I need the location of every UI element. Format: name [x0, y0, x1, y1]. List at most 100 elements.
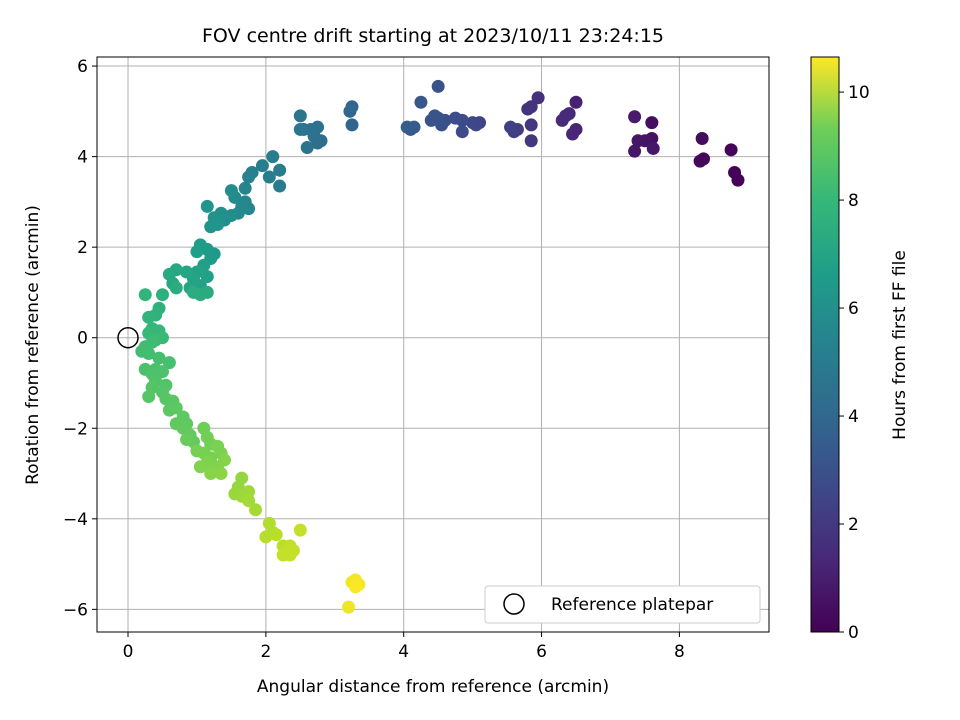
- x-tick-label: 4: [398, 642, 409, 662]
- data-point: [342, 600, 356, 614]
- colorbar-label: Hours from first FF file: [890, 250, 910, 440]
- colorbar-gradient: [810, 56, 840, 633]
- data-point: [242, 485, 256, 499]
- data-point: [293, 523, 307, 537]
- data-point: [283, 548, 297, 562]
- data-point: [728, 165, 742, 179]
- colorbar-tick-label: 6: [848, 299, 859, 319]
- data-point: [631, 134, 645, 148]
- data-point: [504, 120, 518, 134]
- data-point: [273, 179, 287, 193]
- data-point: [249, 503, 263, 517]
- data-point: [259, 530, 273, 544]
- data-point: [152, 351, 166, 365]
- colorbar-tick-label: 2: [848, 515, 859, 535]
- colorbar-ticks: 0 2 4 6 8 10: [839, 83, 870, 643]
- data-point: [695, 131, 709, 145]
- data-point: [242, 494, 256, 508]
- data-point: [238, 181, 252, 195]
- reference-marker: [117, 326, 139, 349]
- y-tick-label: 2: [77, 238, 88, 258]
- data-point: [162, 267, 176, 281]
- y-tick-label: 0: [77, 329, 88, 349]
- data-point: [524, 118, 538, 132]
- data-point: [186, 285, 200, 299]
- data-point: [431, 79, 445, 93]
- legend-reference-marker: [503, 593, 525, 615]
- data-point: [343, 104, 357, 118]
- legend-box: [484, 585, 761, 624]
- data-point: [566, 127, 580, 141]
- x-tick-label: 2: [260, 642, 271, 662]
- data-point: [646, 141, 660, 155]
- data-point: [414, 95, 428, 109]
- data-point: [242, 170, 256, 184]
- data-point: [142, 347, 156, 361]
- y-tick-label: 6: [77, 57, 88, 77]
- data-point: [348, 580, 362, 594]
- grid-lines: [97, 57, 769, 632]
- data-point: [521, 102, 535, 116]
- x-axis-ticks: 0 2 4 6 8: [123, 632, 685, 662]
- data-point: [345, 118, 359, 132]
- y-axis-ticks: −6 −4 −2 0 2 4 6: [63, 57, 97, 620]
- y-tick-label: −2: [63, 419, 88, 439]
- data-point: [200, 270, 214, 284]
- colorbar-tick-label: 0: [848, 623, 859, 643]
- y-tick-label: −4: [63, 510, 88, 530]
- data-point: [142, 390, 156, 404]
- data-point: [269, 528, 283, 542]
- data-point: [524, 134, 538, 148]
- data-point: [293, 109, 307, 123]
- data-point: [162, 403, 176, 417]
- data-point: [273, 163, 287, 177]
- data-point: [155, 288, 169, 302]
- data-point: [466, 116, 480, 130]
- data-point: [180, 433, 194, 447]
- data-point: [693, 154, 707, 168]
- data-point: [255, 159, 269, 173]
- data-point: [204, 467, 218, 481]
- data-point: [569, 95, 583, 109]
- colorbar-tick-label: 4: [848, 407, 859, 427]
- data-point: [300, 141, 314, 155]
- y-tick-label: 4: [77, 148, 88, 168]
- data-point: [169, 281, 183, 295]
- chart-title: FOV centre drift starting at 2023/10/11 …: [202, 25, 664, 47]
- data-point: [293, 122, 307, 136]
- colorbar: 0 2 4 6 8 10 Hours from first FF file: [810, 56, 910, 643]
- data-point: [218, 453, 232, 467]
- plot-frame: [96, 56, 770, 633]
- colorbar-tick-label: 10: [848, 83, 870, 103]
- x-tick-label: 8: [674, 642, 685, 662]
- data-point: [190, 245, 204, 259]
- data-point: [262, 170, 276, 184]
- data-point: [193, 460, 207, 474]
- data-point: [162, 356, 176, 370]
- x-tick-label: 6: [536, 642, 547, 662]
- data-point: [559, 109, 573, 123]
- data-point: [724, 143, 738, 157]
- data-point: [645, 116, 659, 130]
- x-tick-label: 0: [123, 642, 134, 662]
- x-axis-label: Angular distance from reference (arcmin): [257, 677, 609, 697]
- legend-entry-reference: Reference platepar: [551, 595, 713, 615]
- data-point: [448, 111, 462, 125]
- data-point: [531, 91, 545, 105]
- data-point: [266, 150, 280, 164]
- data-point: [142, 310, 156, 324]
- data-point: [180, 265, 194, 279]
- scatter-points: [135, 79, 745, 614]
- reference-point: [117, 326, 139, 349]
- data-point: [211, 218, 225, 232]
- data-point: [155, 365, 169, 379]
- y-tick-label: −6: [63, 600, 88, 620]
- data-point: [424, 113, 438, 127]
- data-point: [455, 125, 469, 139]
- data-point: [200, 199, 214, 213]
- data-point: [400, 120, 414, 134]
- data-point: [138, 288, 152, 302]
- data-point: [214, 467, 228, 481]
- data-point: [224, 184, 238, 198]
